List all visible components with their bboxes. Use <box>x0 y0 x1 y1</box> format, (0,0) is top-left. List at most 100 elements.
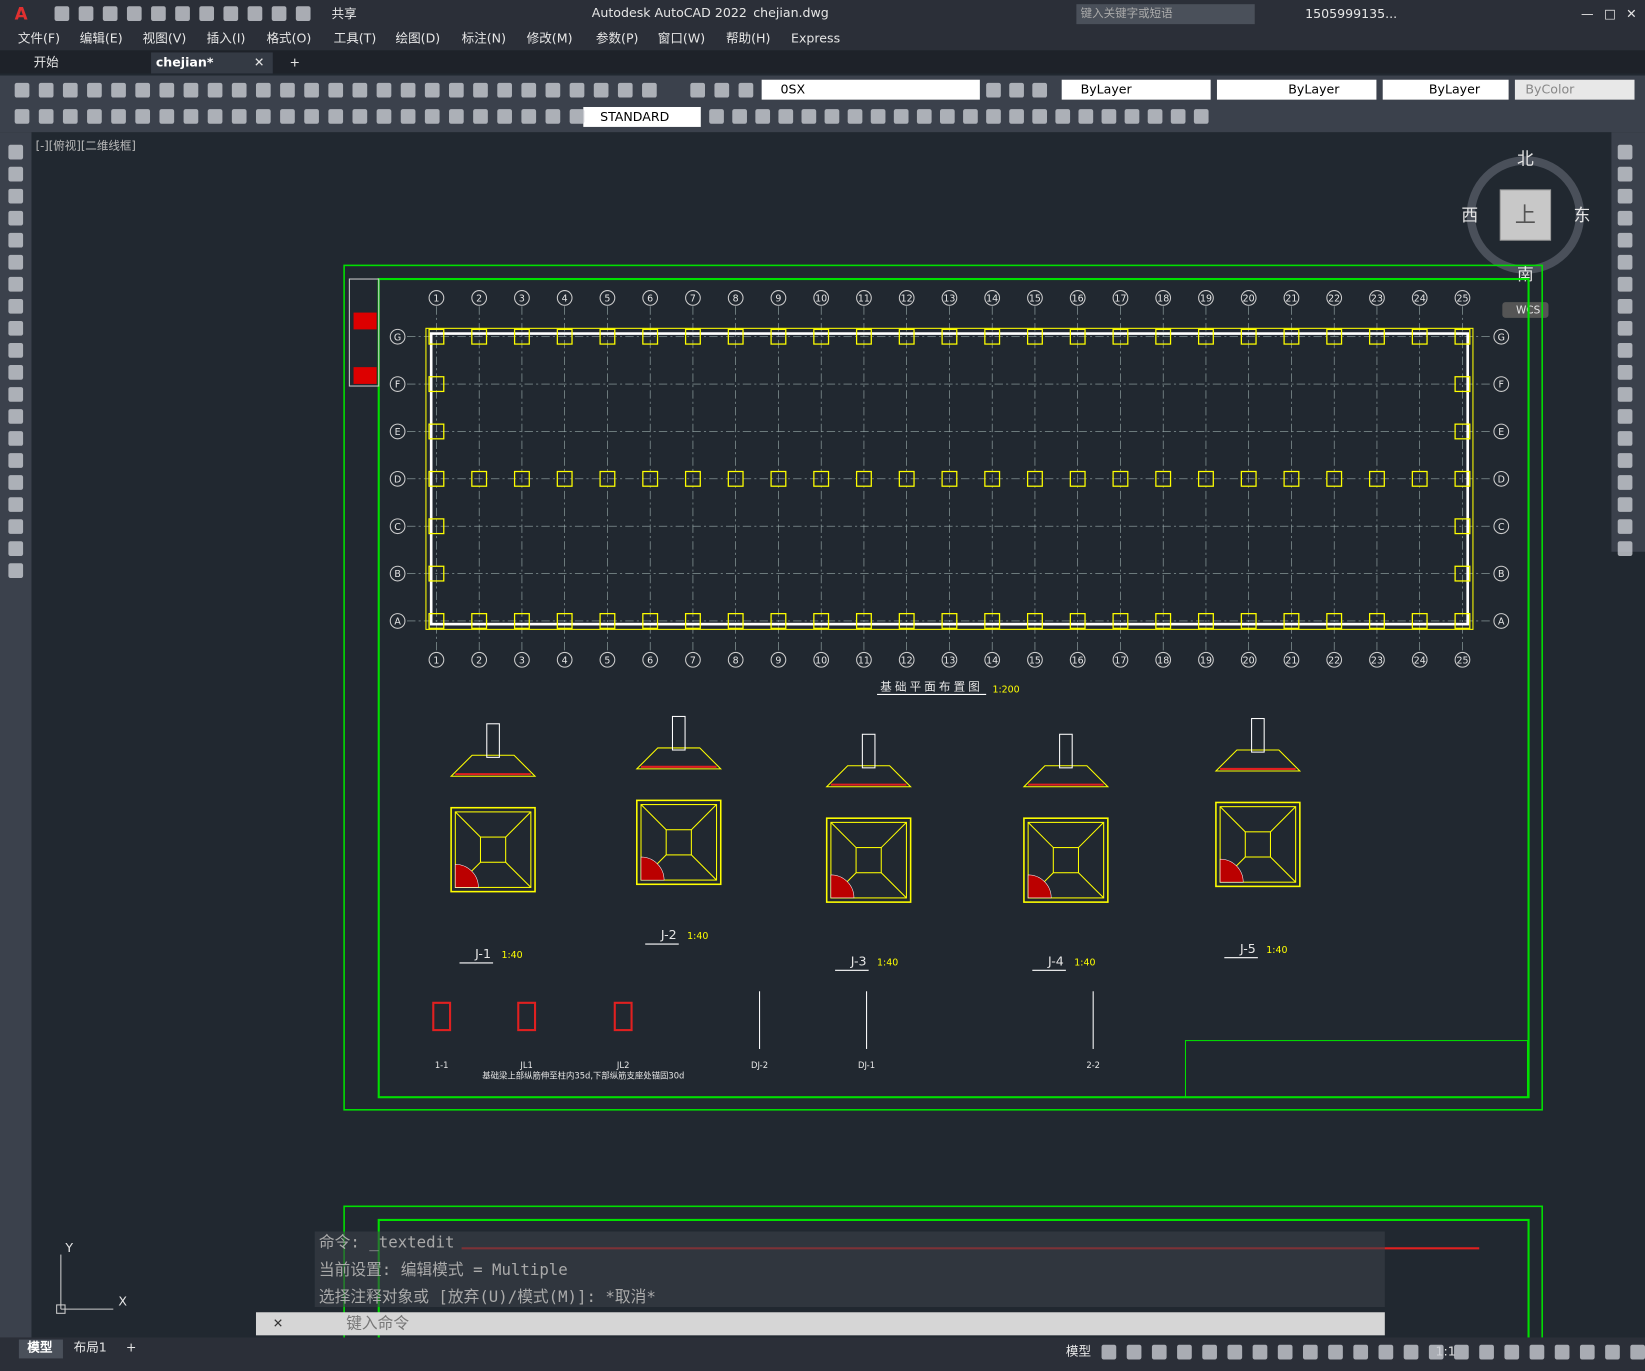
tool-icon[interactable] <box>54 6 70 21</box>
tool-icon[interactable] <box>280 109 295 124</box>
tool-icon[interactable] <box>231 82 247 98</box>
tool-icon[interactable] <box>199 6 215 21</box>
tool-icon[interactable] <box>870 109 886 124</box>
tool-icon[interactable] <box>1617 453 1633 468</box>
tool-icon[interactable] <box>1009 82 1024 98</box>
tool-icon[interactable] <box>1617 387 1633 402</box>
tool-icon[interactable] <box>280 82 295 98</box>
textstyle-dropdown[interactable] <box>583 106 701 127</box>
search-box[interactable] <box>1076 4 1255 25</box>
tool-icon[interactable] <box>1147 109 1163 124</box>
color-dropdown[interactable] <box>1061 79 1211 100</box>
tool-icon[interactable] <box>8 210 24 226</box>
tool-icon[interactable] <box>1353 1344 1369 1360</box>
viewcube-east[interactable]: 东 <box>1574 205 1591 225</box>
tool-icon[interactable] <box>8 431 24 446</box>
tool-icon[interactable] <box>223 6 239 21</box>
tool-icon[interactable] <box>1617 541 1633 556</box>
tool-icon[interactable] <box>569 82 585 98</box>
layer-dropdown[interactable] <box>761 79 980 100</box>
tool-icon[interactable] <box>1617 298 1633 314</box>
tool-icon[interactable] <box>1252 1344 1268 1360</box>
tab-close[interactable]: ✕ <box>254 54 265 69</box>
tool-icon[interactable] <box>135 109 151 124</box>
tool-icon[interactable] <box>159 109 175 124</box>
tool-icon[interactable] <box>1617 343 1633 358</box>
tab-file[interactable]: chejian* <box>156 54 214 69</box>
tool-icon[interactable] <box>8 144 24 160</box>
tool-icon[interactable] <box>271 6 287 21</box>
tool-icon[interactable] <box>8 387 24 402</box>
viewport-label[interactable]: [-][俯视][二维线框] <box>36 138 136 152</box>
tool-icon[interactable] <box>8 475 24 490</box>
command-close[interactable]: ✕ <box>273 1315 284 1330</box>
tool-icon[interactable] <box>801 109 817 124</box>
viewcube-face[interactable] <box>1499 189 1552 241</box>
tool-icon[interactable] <box>376 109 392 124</box>
layout-tab-model[interactable]: 模型 <box>27 1339 53 1354</box>
tool-icon[interactable] <box>449 109 464 124</box>
viewcube-ring[interactable] <box>1466 156 1585 274</box>
tool-icon[interactable] <box>8 409 24 424</box>
tool-icon[interactable] <box>1378 1344 1394 1360</box>
tool-icon[interactable] <box>376 82 392 98</box>
tool-icon[interactable] <box>732 109 747 124</box>
tool-icon[interactable] <box>449 82 464 98</box>
tool-icon[interactable] <box>1617 166 1633 182</box>
menu-item[interactable]: 工具(T) <box>334 30 377 45</box>
menu-item[interactable]: 绘图(D) <box>396 30 441 45</box>
tool-icon[interactable] <box>963 109 978 124</box>
tool-icon[interactable] <box>1617 320 1633 336</box>
linetype-dropdown[interactable] <box>1216 79 1377 100</box>
tool-icon[interactable] <box>38 109 54 124</box>
tool-icon[interactable] <box>1504 1344 1520 1360</box>
tool-icon[interactable] <box>8 254 24 270</box>
tool-icon[interactable] <box>175 6 190 21</box>
tool-icon[interactable] <box>1126 1344 1142 1360</box>
tool-icon[interactable] <box>62 109 78 124</box>
plotstyle-dropdown[interactable] <box>1514 79 1635 100</box>
command-input[interactable] <box>255 1312 1385 1336</box>
tool-icon[interactable] <box>87 109 102 124</box>
tool-icon[interactable] <box>1617 210 1633 226</box>
tool-icon[interactable] <box>473 82 488 98</box>
tool-icon[interactable] <box>8 276 24 292</box>
status-space[interactable]: 模型 <box>1066 1344 1091 1359</box>
tool-icon[interactable] <box>295 6 311 21</box>
tool-icon[interactable] <box>111 109 126 124</box>
menu-item[interactable]: 插入(I) <box>207 30 246 45</box>
tool-icon[interactable] <box>62 82 78 98</box>
tool-icon[interactable] <box>8 365 24 380</box>
app-logo[interactable]: A <box>15 4 28 24</box>
menu-item[interactable]: 修改(M) <box>527 30 573 45</box>
tool-icon[interactable] <box>328 82 344 98</box>
tool-icon[interactable] <box>1177 1344 1192 1360</box>
tool-icon[interactable] <box>38 82 54 98</box>
minimize[interactable]: — <box>1581 6 1594 21</box>
tool-icon[interactable] <box>497 109 512 124</box>
tool-icon[interactable] <box>1124 109 1140 124</box>
new-tab[interactable]: + <box>290 54 301 69</box>
tool-icon[interactable] <box>424 82 440 98</box>
tool-icon[interactable] <box>1078 109 1094 124</box>
layout-tab-1[interactable]: 布局1 <box>74 1339 107 1354</box>
tool-icon[interactable] <box>1617 144 1633 160</box>
tool-icon[interactable] <box>893 109 909 124</box>
tool-icon[interactable] <box>8 541 24 556</box>
tool-icon[interactable] <box>1617 497 1633 512</box>
tool-icon[interactable] <box>8 188 24 204</box>
tool-icon[interactable] <box>8 166 24 182</box>
tool-icon[interactable] <box>159 82 175 98</box>
tool-icon[interactable] <box>940 109 955 124</box>
tool-icon[interactable] <box>255 109 271 124</box>
tool-icon[interactable] <box>1403 1344 1419 1360</box>
tool-icon[interactable] <box>1617 409 1633 424</box>
tool-icon[interactable] <box>778 109 794 124</box>
tool-icon[interactable] <box>304 109 319 124</box>
tool-icon[interactable] <box>8 320 24 336</box>
close[interactable]: ✕ <box>1626 6 1637 21</box>
tool-icon[interactable] <box>1009 109 1024 124</box>
tool-icon[interactable] <box>1617 276 1633 292</box>
tool-icon[interactable] <box>8 232 24 248</box>
tool-icon[interactable] <box>304 82 319 98</box>
